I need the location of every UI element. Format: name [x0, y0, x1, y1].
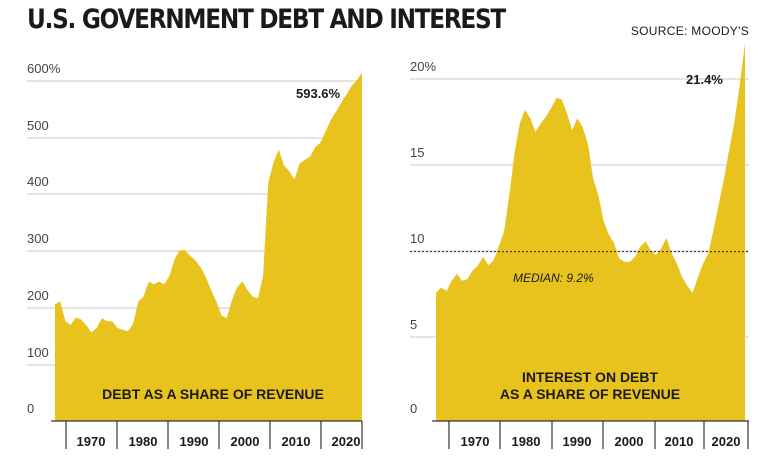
debt-y-tick-label: 0 [27, 401, 34, 416]
debt-y-tick-label: 200 [27, 288, 49, 303]
interest-peak-label: 21.4% [686, 72, 723, 87]
interest-chart-title: AS A SHARE OF REVENUE [500, 386, 680, 402]
interest-x-tick-label: 1980 [512, 434, 541, 449]
interest-y-tick-label: 5 [410, 317, 417, 332]
debt-x-tick-label: 1980 [129, 434, 158, 449]
interest-x-tick-label: 1990 [563, 434, 592, 449]
page-title: U.S. GOVERNMENT DEBT AND INTEREST [27, 4, 506, 35]
interest-y-tick-label: 0 [410, 401, 417, 416]
debt-peak-label: 593.6% [296, 86, 341, 101]
interest-x-tick-label: 2000 [615, 434, 644, 449]
interest-share-area [436, 43, 745, 421]
interest-chart-title: INTEREST ON DEBT [522, 369, 659, 385]
debt-x-tick-label: 1990 [180, 434, 209, 449]
interest-y-tick-label: 15 [410, 145, 424, 160]
interest-median-label: MEDIAN: 9.2% [513, 271, 594, 285]
debt-y-tick-label: 300 [27, 231, 49, 246]
debt-x-tick-label: 2020 [332, 434, 361, 449]
source-note: SOURCE: MOODY'S [630, 24, 749, 38]
debt-y-tick-label: 400 [27, 174, 49, 189]
interest-x-tick-label: 1970 [461, 434, 490, 449]
interest-y-tick-label: 10 [410, 231, 424, 246]
debt-x-tick-label: 2000 [231, 434, 260, 449]
debt-x-tick-label: 1970 [77, 434, 106, 449]
debt-x-tick-label: 2010 [282, 434, 311, 449]
interest-y-tick-label: 20% [410, 59, 436, 74]
interest-x-tick-label: 2010 [665, 434, 694, 449]
debt-y-tick-label: 600% [27, 61, 61, 76]
debt-y-tick-label: 500 [27, 118, 49, 133]
interest-x-tick-label: 2020 [712, 434, 741, 449]
debt-share-area [55, 72, 362, 421]
debt-y-tick-label: 100 [27, 345, 49, 360]
debt-chart-title: DEBT AS A SHARE OF REVENUE [102, 386, 324, 402]
